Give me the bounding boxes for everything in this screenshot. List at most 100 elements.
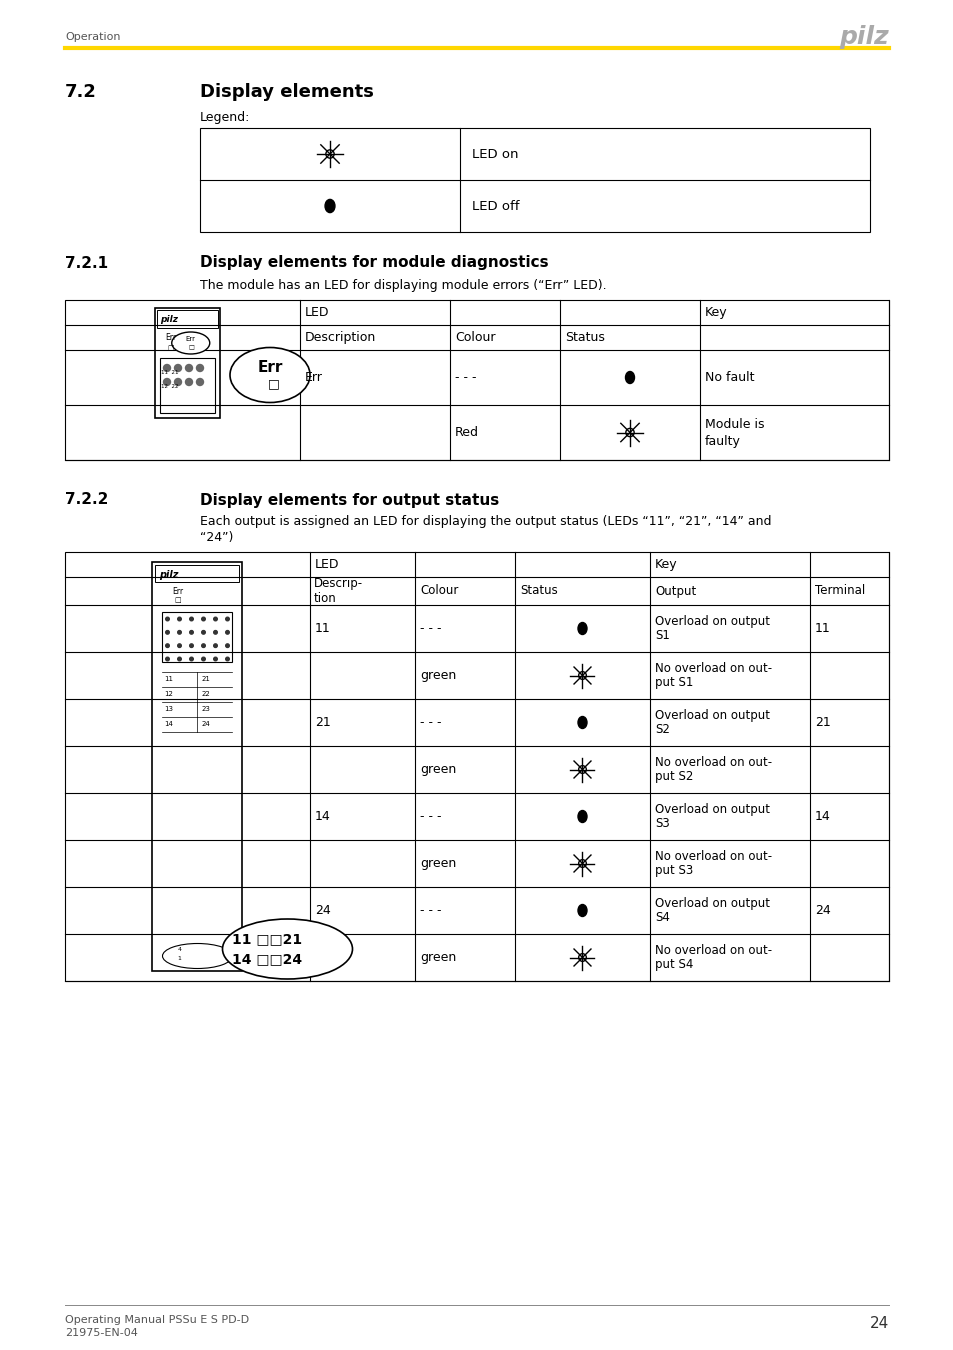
Circle shape: [166, 630, 169, 634]
Polygon shape: [154, 308, 220, 418]
Circle shape: [174, 378, 181, 386]
Text: “24”): “24”): [200, 531, 233, 544]
Text: No overload on out-: No overload on out-: [655, 944, 771, 957]
Text: LED on: LED on: [472, 147, 518, 161]
Text: Overload on output: Overload on output: [655, 616, 769, 628]
Circle shape: [213, 657, 217, 660]
Text: green: green: [419, 857, 456, 869]
Text: No overload on out-: No overload on out-: [655, 756, 771, 770]
Text: - - -: - - -: [419, 904, 441, 917]
Text: 24: 24: [314, 904, 331, 917]
Text: No overload on out-: No overload on out-: [655, 662, 771, 675]
Text: 24: 24: [869, 1315, 888, 1331]
Text: S1: S1: [655, 629, 669, 643]
Text: □: □: [189, 346, 194, 351]
Circle shape: [226, 617, 229, 621]
Circle shape: [166, 617, 169, 621]
Text: Operating Manual PSSu E S PD-D: Operating Manual PSSu E S PD-D: [65, 1315, 249, 1324]
Circle shape: [213, 630, 217, 634]
Circle shape: [174, 364, 181, 371]
Text: 14: 14: [814, 810, 830, 824]
Ellipse shape: [222, 919, 352, 979]
Circle shape: [177, 644, 181, 648]
Ellipse shape: [578, 717, 586, 729]
Text: Err: Err: [186, 336, 195, 342]
Text: put S3: put S3: [655, 864, 693, 878]
Circle shape: [163, 378, 171, 386]
Text: 13: 13: [164, 706, 173, 711]
Text: Overload on output: Overload on output: [655, 803, 769, 815]
Text: 1: 1: [177, 956, 181, 961]
Circle shape: [201, 617, 205, 621]
Circle shape: [190, 617, 193, 621]
Text: Overload on output: Overload on output: [655, 896, 769, 910]
Text: put S1: put S1: [655, 676, 693, 688]
Text: Display elements for module diagnostics: Display elements for module diagnostics: [200, 255, 548, 270]
Circle shape: [190, 644, 193, 648]
Text: S4: S4: [655, 911, 669, 923]
Text: tion: tion: [314, 591, 336, 605]
Text: pilz: pilz: [159, 570, 178, 580]
Ellipse shape: [578, 622, 586, 634]
Circle shape: [163, 364, 171, 371]
Text: 21: 21: [201, 676, 211, 682]
Text: put S4: put S4: [655, 958, 693, 971]
Text: S2: S2: [655, 724, 669, 736]
Circle shape: [196, 364, 203, 371]
Text: Operation: Operation: [65, 32, 120, 42]
Text: put S2: put S2: [655, 769, 693, 783]
Circle shape: [213, 644, 217, 648]
Circle shape: [190, 630, 193, 634]
Circle shape: [213, 617, 217, 621]
Text: 7.2.1: 7.2.1: [65, 255, 108, 270]
Text: 21: 21: [314, 716, 331, 729]
Text: 11 □□21: 11 □□21: [233, 931, 302, 946]
Text: 21975-EN-04: 21975-EN-04: [65, 1328, 138, 1338]
Text: Legend:: Legend:: [200, 111, 250, 123]
Text: Each output is assigned an LED for displaying the output status (LEDs “11”, “21”: Each output is assigned an LED for displ…: [200, 514, 771, 528]
Text: Output: Output: [655, 585, 696, 598]
Text: Status: Status: [519, 585, 558, 598]
Text: 4: 4: [177, 946, 181, 952]
Text: Red: Red: [455, 427, 478, 439]
Text: 24: 24: [814, 904, 830, 917]
Text: Status: Status: [564, 331, 604, 344]
Text: Err: Err: [172, 586, 183, 595]
Text: 23: 23: [201, 706, 211, 711]
Text: Descrip-: Descrip-: [314, 578, 363, 590]
Text: S3: S3: [655, 817, 669, 830]
Text: green: green: [419, 763, 456, 776]
Text: No fault: No fault: [704, 371, 754, 383]
Ellipse shape: [578, 904, 586, 917]
Text: □: □: [174, 597, 181, 603]
Text: Display elements for output status: Display elements for output status: [200, 493, 498, 508]
Circle shape: [226, 657, 229, 660]
Text: LED: LED: [314, 558, 339, 571]
Text: Err: Err: [165, 333, 176, 343]
Text: - - -: - - -: [419, 810, 441, 824]
Text: - - -: - - -: [455, 371, 476, 383]
Circle shape: [166, 644, 169, 648]
Text: 12  22: 12 22: [161, 383, 178, 389]
Text: 14: 14: [164, 721, 173, 728]
Text: No overload on out-: No overload on out-: [655, 850, 771, 863]
Text: The module has an LED for displaying module errors (“Err” LED).: The module has an LED for displaying mod…: [200, 278, 606, 292]
Text: Colour: Colour: [455, 331, 495, 344]
Ellipse shape: [230, 347, 310, 402]
Text: 22: 22: [201, 691, 210, 697]
Ellipse shape: [325, 200, 335, 212]
Text: 11: 11: [314, 622, 331, 634]
Circle shape: [226, 644, 229, 648]
Text: Display elements: Display elements: [200, 82, 374, 101]
Text: Key: Key: [655, 558, 677, 571]
Text: pilz: pilz: [160, 316, 178, 324]
Text: - - -: - - -: [419, 716, 441, 729]
Circle shape: [177, 657, 181, 660]
Polygon shape: [152, 562, 242, 971]
Text: □: □: [268, 378, 279, 390]
Ellipse shape: [162, 944, 233, 968]
Circle shape: [190, 657, 193, 660]
Text: 14: 14: [314, 810, 331, 824]
Text: 21: 21: [814, 716, 830, 729]
Circle shape: [201, 644, 205, 648]
